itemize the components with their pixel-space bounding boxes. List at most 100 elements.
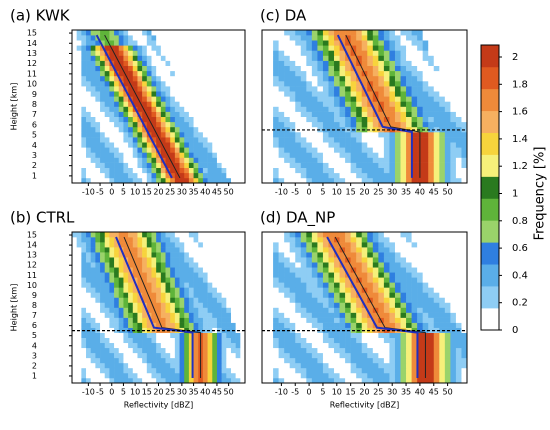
- heatmap-cell: [81, 342, 87, 349]
- heatmap-cell: [174, 367, 180, 374]
- heatmap-cell: [235, 352, 241, 359]
- heatmap-cell: [221, 312, 227, 318]
- heatmap-cell: [114, 332, 120, 338]
- heatmap-cell: [202, 272, 208, 278]
- heatmap-cell: [118, 147, 124, 153]
- heatmap-cell: [455, 317, 462, 323]
- heatmap-cell: [345, 237, 351, 243]
- heatmap-cell: [207, 362, 213, 369]
- heatmap-cell: [417, 40, 423, 46]
- heatmap-cell: [235, 30, 241, 36]
- heatmap-cell: [212, 172, 218, 179]
- heatmap-cell: [86, 162, 92, 168]
- heatmap-cell: [433, 137, 440, 143]
- y-tick-label: 2: [32, 161, 37, 170]
- heatmap-cell: [389, 147, 396, 153]
- heatmap-cell: [311, 75, 318, 82]
- heatmap-cell: [406, 50, 412, 56]
- heatmap-cell: [151, 96, 157, 102]
- heatmap-cell: [72, 50, 77, 56]
- heatmap-cell: [295, 60, 302, 66]
- heatmap-cell: [230, 317, 236, 323]
- heatmap-cell: [400, 116, 407, 123]
- heatmap-cell: [262, 312, 268, 318]
- heatmap-cell: [240, 357, 246, 364]
- heatmap-cell: [267, 106, 274, 112]
- heatmap-cell: [328, 362, 335, 369]
- heatmap-cell: [188, 352, 194, 359]
- heatmap-cell: [311, 45, 318, 51]
- heatmap-cell: [160, 35, 166, 41]
- heatmap-cell: [278, 282, 285, 288]
- heatmap-cell: [394, 106, 401, 112]
- heatmap-cell: [372, 252, 379, 258]
- heatmap-cell: [193, 362, 199, 369]
- heatmap-cell: [90, 272, 96, 278]
- heatmap-cell: [146, 147, 152, 153]
- heatmap-cell: [104, 147, 110, 153]
- heatmap-cell: [367, 302, 374, 308]
- heatmap-cell: [76, 70, 82, 77]
- heatmap-cell: [100, 55, 106, 61]
- heatmap-cell: [278, 237, 285, 243]
- heatmap-cell: [356, 257, 363, 263]
- x-tick-label: 10: [332, 188, 342, 197]
- heatmap-cell: [230, 167, 236, 174]
- heatmap-cell: [417, 317, 423, 323]
- heatmap-cell: [389, 91, 396, 97]
- y-tick-label: 5: [32, 131, 37, 140]
- heatmap-cell: [151, 152, 157, 158]
- heatmap-cell: [146, 142, 152, 148]
- heatmap-cell: [322, 101, 329, 107]
- heatmap-cell: [411, 137, 418, 143]
- heatmap-cell: [132, 132, 138, 138]
- heatmap-cell: [295, 116, 302, 123]
- heatmap-cell: [114, 91, 120, 97]
- heatmap-cell: [193, 237, 199, 243]
- heatmap-cell: [179, 232, 185, 238]
- heatmap-cell: [207, 372, 213, 379]
- heatmap-cell: [267, 96, 274, 102]
- heatmap-cell: [212, 116, 218, 123]
- heatmap-cell: [262, 247, 268, 253]
- heatmap-cell: [226, 35, 232, 41]
- heatmap-cell: [328, 157, 335, 163]
- heatmap-cell: [118, 60, 124, 66]
- heatmap-cell: [428, 232, 435, 238]
- heatmap-cell: [295, 252, 302, 258]
- heatmap-cell: [339, 252, 346, 258]
- heatmap-cell: [193, 292, 199, 298]
- heatmap-cell: [207, 116, 213, 123]
- heatmap-cell: [461, 267, 468, 273]
- heatmap-cell: [394, 177, 401, 184]
- heatmap-cell: [317, 137, 324, 143]
- heatmap-cell: [202, 372, 208, 379]
- heatmap-cell: [311, 132, 318, 138]
- heatmap-cell: [334, 142, 340, 148]
- heatmap-cell: [383, 81, 390, 87]
- heatmap-cell: [317, 35, 324, 41]
- heatmap-cell: [400, 312, 407, 318]
- heatmap-cell: [216, 96, 222, 102]
- heatmap-cell: [394, 317, 401, 323]
- heatmap-cell: [455, 262, 462, 268]
- heatmap-cell: [109, 337, 115, 344]
- heatmap-cell: [433, 297, 440, 303]
- heatmap-cell: [72, 147, 77, 153]
- heatmap-cell: [188, 277, 194, 283]
- heatmap-cell: [109, 86, 115, 92]
- heatmap-cell: [433, 347, 440, 354]
- heatmap-cell: [345, 262, 351, 268]
- heatmap-cell: [311, 177, 318, 184]
- heatmap-cell: [334, 342, 340, 349]
- heatmap-cell: [174, 126, 180, 133]
- heatmap-cell: [306, 177, 313, 184]
- heatmap-cell: [411, 372, 418, 379]
- heatmap-cell: [170, 322, 176, 328]
- heatmap-cell: [284, 101, 291, 107]
- heatmap-cell: [394, 35, 401, 41]
- heatmap-cell: [202, 357, 208, 364]
- heatmap-cell: [439, 357, 446, 364]
- heatmap-cell: [212, 152, 218, 158]
- heatmap-cell: [433, 167, 440, 174]
